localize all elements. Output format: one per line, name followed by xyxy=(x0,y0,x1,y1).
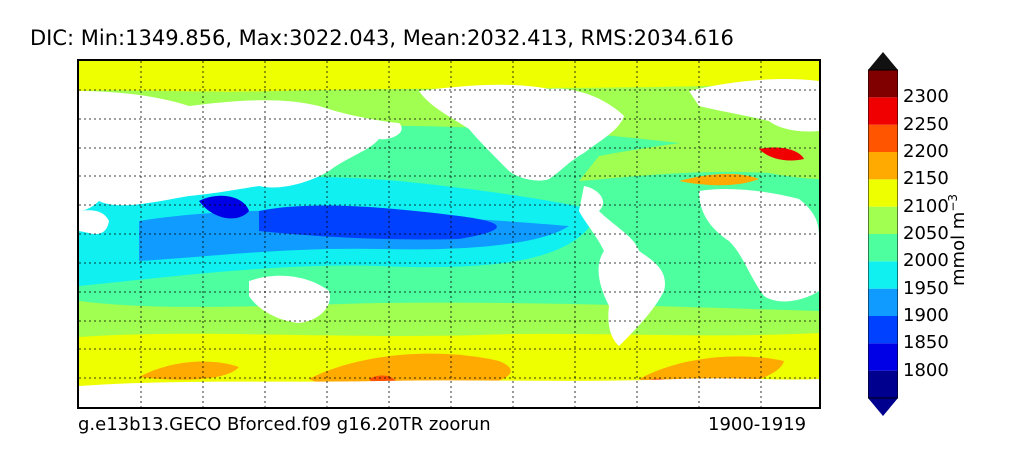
ocean-band-1800-1850 xyxy=(199,195,249,219)
colorbar-segment xyxy=(868,152,898,180)
colorbar-tick-label: 2200 xyxy=(903,141,949,162)
colorbar-extend-high xyxy=(868,52,898,70)
colorbar-segment xyxy=(868,206,898,234)
colorbar-tick-label: 2100 xyxy=(903,195,949,217)
unit-text: mmol m xyxy=(948,211,969,286)
colorbar-segment xyxy=(868,97,898,125)
colorbar-tick-label: 1800 xyxy=(903,359,949,381)
ocean-band-1850-1900 xyxy=(259,205,497,240)
colorbar-tick-label: 1900 xyxy=(903,305,949,326)
graticule xyxy=(79,61,819,407)
land-europe xyxy=(689,79,819,132)
colorbar-tick-label: 1950 xyxy=(903,277,949,299)
unit-exponent: −3 xyxy=(946,193,960,212)
land-antarctica xyxy=(79,378,819,407)
colorbar-tick-label: 2150 xyxy=(903,168,949,190)
land-eurasia xyxy=(79,91,402,211)
arctic-yellow-band xyxy=(79,61,819,92)
colorbar-tick-label: 2000 xyxy=(903,250,949,272)
map-title: DIC: Min:1349.856, Max:3022.043, Mean:20… xyxy=(30,26,734,50)
colorbar-segment xyxy=(868,370,898,398)
colorbar-outline xyxy=(868,69,898,399)
colorbar-segment xyxy=(868,316,898,344)
map-canvas xyxy=(79,61,819,407)
colorbar xyxy=(868,52,898,416)
land-australia xyxy=(249,275,330,323)
colorbar-segment xyxy=(868,70,898,98)
colorbar-extend-low xyxy=(868,398,898,416)
colorbar-tick-label: 2250 xyxy=(903,113,949,135)
period-caption: 1900-1919 xyxy=(708,414,807,435)
colorbar-segment xyxy=(868,288,898,316)
colorbar-tick-label: 2050 xyxy=(903,223,949,244)
land-south-america xyxy=(579,186,665,346)
colorbar-tick-label: 2300 xyxy=(903,86,949,108)
colorbar-segment xyxy=(868,179,898,207)
land-north-america xyxy=(419,84,624,181)
colorbar-segment xyxy=(868,124,898,152)
colorbar-segment xyxy=(868,234,898,262)
run-name-caption: g.e13b13.GECO Bforced.f09 g16.20TR zooru… xyxy=(78,414,491,435)
colorbar-segment xyxy=(868,343,898,371)
mediterranean-red-patch xyxy=(759,147,804,161)
dic-contour-map xyxy=(77,59,821,409)
colorbar-segment xyxy=(868,261,898,289)
colorbar-tick-label: 1850 xyxy=(903,332,949,354)
land-africa-edge xyxy=(79,210,109,235)
southern-orange-patch xyxy=(139,361,239,380)
colorbar-unit-label: mmol m−3 xyxy=(946,194,969,286)
land-africa xyxy=(699,188,819,302)
